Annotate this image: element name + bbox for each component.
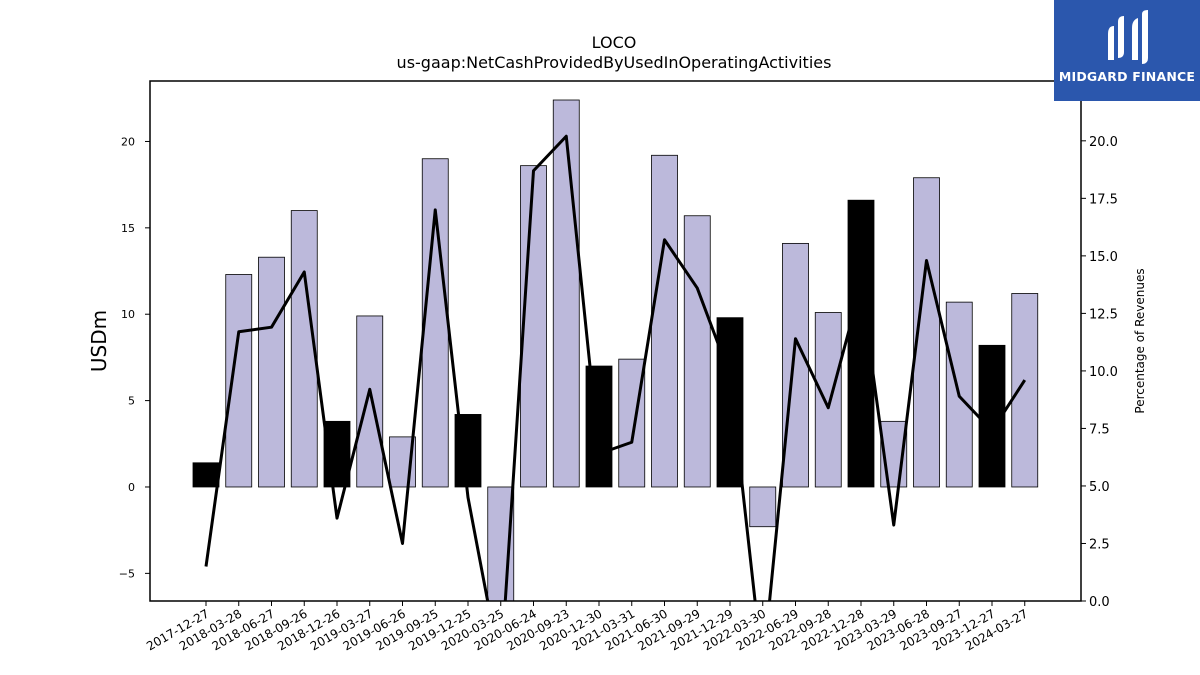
y-left-tick-label: 20	[121, 135, 135, 148]
bar-2022-03-30	[749, 486, 777, 528]
y-right-tick-label: 10.0	[1089, 365, 1118, 380]
bar-2020-06-24	[520, 165, 547, 488]
y-left-tick-label: 5	[128, 395, 135, 408]
midgard-logo-icon	[1108, 10, 1148, 64]
bar-2020-12-30	[585, 365, 613, 488]
y-left-tick-label: 10	[121, 308, 135, 321]
y-right-tick-label: 20.0	[1089, 135, 1118, 150]
bar-2024-03-27	[1011, 293, 1039, 488]
bar-2020-09-23	[552, 99, 580, 488]
bar-2018-09-26	[290, 210, 318, 488]
y-left-tick-label: 15	[121, 222, 135, 235]
y-right-tick-label: 5.0	[1089, 480, 1110, 495]
bar-2017-12-27	[192, 462, 220, 488]
bar-2021-06-30	[651, 154, 678, 488]
bar-2018-03-28	[225, 274, 253, 488]
bar-2021-03-31	[618, 358, 646, 488]
y-left-tick-label: −5	[119, 567, 135, 580]
y-axis-label-right: Percentage of Revenues	[1133, 268, 1147, 413]
y-right-tick-label: 12.5	[1089, 307, 1118, 322]
bar-2018-06-27	[258, 256, 285, 488]
bar-2019-09-25	[421, 158, 449, 488]
plot-frame	[149, 80, 1082, 602]
y-right-tick-label: 0.0	[1089, 595, 1110, 610]
percentage-line	[204, 134, 1027, 601]
bar-2023-09-27	[945, 301, 973, 488]
bar-series	[192, 99, 1039, 601]
y-axis-label-left: USDm	[87, 310, 111, 372]
bar-2022-06-29	[782, 242, 809, 488]
line-series	[204, 134, 1027, 601]
bar-2022-09-28	[814, 312, 842, 488]
logo: MIDGARD FINANCE	[1054, 0, 1200, 101]
y-right-tick-label: 17.5	[1089, 192, 1118, 207]
chart-subtitle: us-gaap:NetCashProvidedByUsedInOperating…	[397, 53, 832, 72]
y-right-tick-label: 15.0	[1089, 250, 1118, 265]
y-right-tick-label: 7.5	[1089, 422, 1110, 437]
y-right-tick-label: 2.5	[1089, 537, 1110, 552]
bar-2021-09-29	[683, 215, 711, 488]
logo-text: MIDGARD FINANCE	[1058, 69, 1196, 84]
bar-2019-03-27	[356, 315, 384, 488]
y-left-tick-label: 0	[128, 481, 135, 494]
chart-title: LOCO	[592, 33, 637, 52]
